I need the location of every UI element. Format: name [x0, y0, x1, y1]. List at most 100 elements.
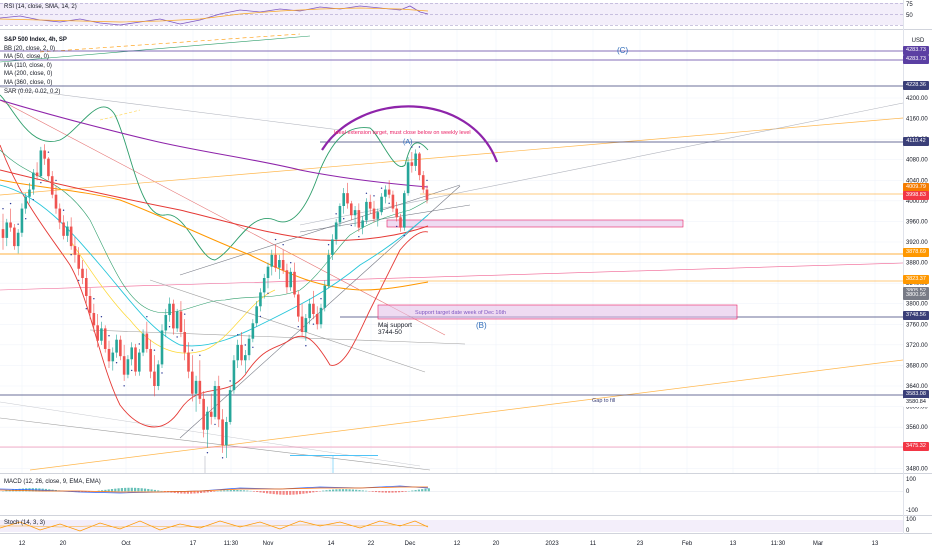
macd-pane: [0, 474, 903, 515]
sar-dot: [290, 262, 292, 264]
macd-bar: [239, 490, 242, 492]
candle-body: [47, 158, 50, 177]
legend-ma360[interactable]: MA (360, close, 0): [4, 79, 53, 86]
price-label: 4009.79: [903, 183, 929, 192]
legend-bb[interactable]: BB (20, close, 2, 0): [4, 45, 56, 52]
macd-bar: [295, 491, 298, 495]
macd-bar: [361, 490, 364, 492]
sar-dot: [259, 315, 262, 318]
macd-bar: [110, 489, 114, 492]
macd-bar: [262, 491, 265, 493]
macd-bar: [190, 491, 193, 494]
candle-body: [236, 344, 240, 361]
candle-body: [327, 254, 330, 286]
macd-bar: [104, 489, 107, 492]
y-tick-label: 3720.00: [906, 343, 928, 349]
macd-bar: [282, 491, 285, 495]
macd-bar: [312, 491, 315, 493]
price-label: 4283.73: [903, 46, 929, 55]
macd-bar: [315, 491, 318, 492]
macd-bar: [351, 489, 354, 492]
price-axis[interactable]: 3480.003520.003560.003600.003640.003680.…: [906, 96, 928, 472]
candle-body: [334, 222, 338, 240]
legend-ma200[interactable]: MA (200, close, 0): [4, 71, 53, 78]
candle-body: [225, 422, 228, 446]
candle-body: [406, 162, 410, 194]
macd-bar: [130, 487, 133, 492]
candle-body: [73, 246, 77, 255]
legend-ma50[interactable]: MA (50, close, 0): [4, 54, 50, 61]
candle-body: [384, 189, 387, 197]
sar-dot: [168, 326, 171, 328]
candle-body: [232, 360, 236, 391]
y-tick-label: 3640.00: [906, 384, 928, 390]
sar-dot: [40, 182, 42, 184]
x-tick-label: Dec: [405, 541, 416, 547]
legend-sar[interactable]: SAR (0.02, 0.02, 0.2): [4, 88, 61, 95]
sar-dot: [9, 202, 12, 205]
sar-dot: [176, 336, 178, 338]
sar-dot: [297, 326, 299, 328]
candle-body: [35, 172, 39, 177]
candle-body: [100, 328, 103, 341]
candle-body: [376, 212, 380, 219]
trendline-grey-down: [0, 86, 341, 131]
macd-tick-neg100: -100: [906, 508, 919, 514]
macd-bar: [77, 491, 81, 493]
candle-body: [278, 260, 281, 268]
annotation-maj-support: Maj support: [378, 322, 412, 329]
sar-dot: [32, 198, 34, 201]
wave-label-c: (C): [617, 46, 628, 55]
candle-body: [308, 303, 311, 319]
candle-body: [243, 355, 247, 361]
trendline-orange-rising: [0, 117, 904, 196]
candle-body: [58, 208, 62, 223]
macd-bar: [365, 490, 368, 492]
macd-bar: [150, 489, 153, 492]
candle-body: [28, 189, 31, 197]
time-axis[interactable]: 12 20 Oct 17 11:30 Nov 14 22 Dec 12 20 2023 11 23 Feb 1…: [19, 541, 879, 547]
sar-dot: [131, 369, 133, 372]
macd-bar: [200, 491, 203, 494]
x-tick-label: 14: [328, 541, 335, 547]
sar-dot: [47, 151, 50, 153]
candle-body: [190, 371, 194, 394]
chart-title: S&P 500 Index, 4h, SP: [4, 37, 67, 43]
macd-bar: [338, 489, 341, 492]
trendlines: [0, 33, 904, 473]
candle-body: [251, 323, 255, 339]
candle-body: [221, 419, 224, 446]
sar-dot: [418, 146, 421, 148]
legend-ma110[interactable]: MA (110, close, 0): [4, 62, 52, 69]
candle-body: [331, 239, 334, 255]
candle-body: [342, 193, 346, 206]
macd-bar: [246, 490, 249, 492]
candle-body: [156, 364, 160, 386]
macd-bar: [176, 491, 180, 494]
macd-bar: [289, 491, 292, 495]
candle-body: [92, 312, 96, 326]
candle-body: [262, 278, 266, 293]
y-tick-label: 4040.00: [906, 178, 928, 184]
y-tick-label: 3680.00: [906, 363, 928, 369]
macd-bar: [143, 488, 147, 492]
sar-dot: [100, 316, 103, 318]
main-pane: [0, 30, 903, 473]
y-tick-label: 3600.00: [906, 405, 928, 411]
macd-bar: [124, 487, 127, 492]
macd-bar: [84, 491, 87, 493]
sar-dot: [115, 362, 118, 364]
channel-upper: [179, 184, 461, 276]
rsi-tick-75: 75: [906, 2, 913, 8]
candle-body: [368, 201, 372, 209]
candle-body: [312, 303, 315, 314]
parabolic-sar: [2, 146, 428, 459]
candle-body: [119, 339, 122, 357]
candle-body: [149, 348, 152, 372]
price-label: 3475.32: [903, 442, 929, 451]
x-tick-label: 20: [60, 541, 67, 547]
y-tick-label: 3960.00: [906, 219, 928, 225]
y-tick-label: 4160.00: [906, 117, 928, 123]
extension-arc: [321, 105, 499, 163]
